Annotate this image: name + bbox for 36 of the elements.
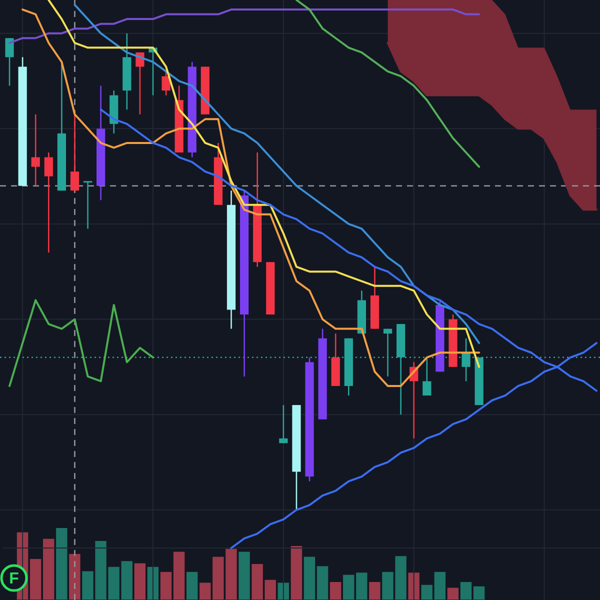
bar xyxy=(134,563,146,600)
bar xyxy=(30,558,42,600)
candlestick xyxy=(162,70,170,96)
candlestick xyxy=(383,328,392,378)
bar xyxy=(200,582,211,600)
annotation: F xyxy=(9,570,20,588)
bar xyxy=(43,538,54,600)
bar xyxy=(356,572,368,600)
candlestick xyxy=(44,152,53,254)
bar xyxy=(147,566,159,600)
bar xyxy=(238,552,250,600)
bar xyxy=(186,572,198,600)
bar xyxy=(69,554,80,600)
bar xyxy=(56,528,68,600)
candlestick xyxy=(5,37,14,86)
bar xyxy=(473,586,485,600)
bar xyxy=(447,588,459,600)
bar xyxy=(160,572,172,600)
candlestick xyxy=(70,114,80,192)
bar xyxy=(343,574,354,600)
candlestick xyxy=(83,180,92,230)
bar xyxy=(290,546,302,600)
bar xyxy=(173,552,185,600)
bar xyxy=(369,582,380,600)
bar xyxy=(330,582,342,600)
candlestick xyxy=(279,404,288,444)
bar xyxy=(408,572,420,600)
bar xyxy=(304,556,316,600)
bar xyxy=(434,572,446,600)
bar xyxy=(460,582,472,600)
bar xyxy=(421,584,433,600)
bar xyxy=(121,561,133,600)
bar xyxy=(278,582,290,600)
candlestick xyxy=(31,114,40,186)
bar xyxy=(316,566,328,600)
candlestick xyxy=(422,356,432,396)
